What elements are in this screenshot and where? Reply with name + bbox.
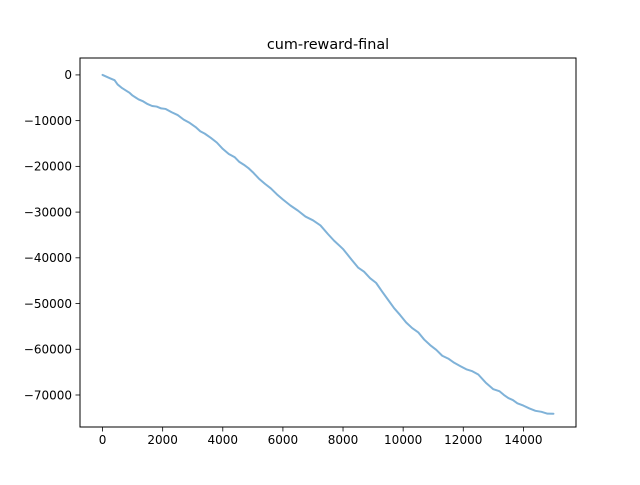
- x-tick-label: 12000: [444, 433, 482, 447]
- y-tick-label: 0: [64, 68, 72, 82]
- x-tick-label: 14000: [504, 433, 542, 447]
- axis-ticks: 0 2000 4000 6000 8000 10000 12000 14000 0 −10000 −…: [24, 68, 543, 447]
- x-tick-label: 2000: [147, 433, 178, 447]
- x-tick-label: 10000: [384, 433, 422, 447]
- y-tick-label: −40000: [24, 251, 72, 265]
- y-tick-label: −70000: [24, 388, 72, 402]
- y-tick-label: −50000: [24, 297, 72, 311]
- y-tick-label: −20000: [24, 160, 72, 174]
- series-line: [101, 73, 555, 415]
- x-tick-label: 8000: [328, 433, 359, 447]
- y-tick-label: −10000: [24, 114, 72, 128]
- y-tick-label: −60000: [24, 343, 72, 357]
- x-tick-label: 4000: [208, 433, 239, 447]
- x-tick-label: 0: [99, 433, 107, 447]
- plot-area-frame: [79, 57, 577, 428]
- x-tick-label: 6000: [268, 433, 299, 447]
- y-tick-label: −30000: [24, 205, 72, 219]
- chart-title: cum-reward-final: [267, 37, 389, 53]
